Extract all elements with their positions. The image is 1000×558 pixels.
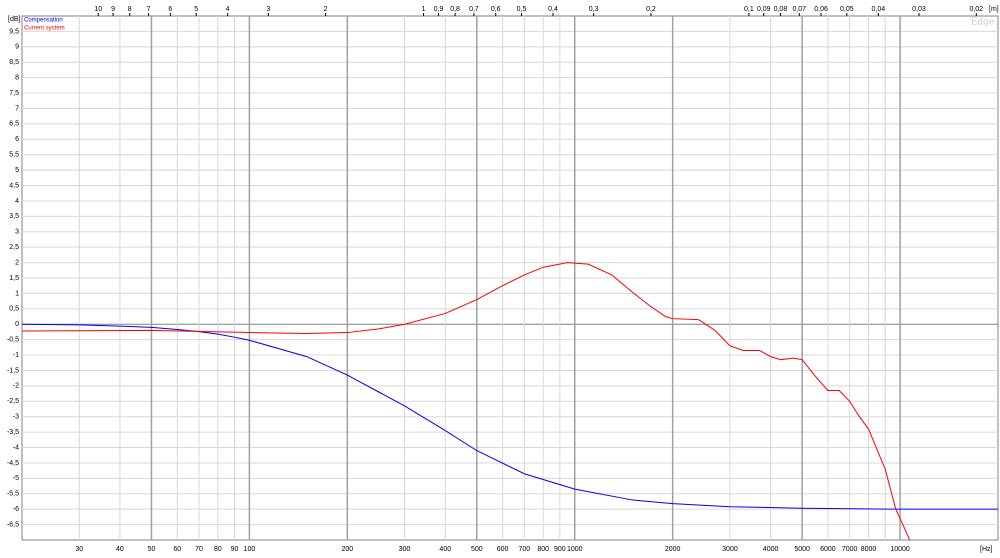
x2-tick-label: 0,08 [774,6,788,13]
x2-tick-label: 0,05 [840,6,854,13]
x2-tick-label: 5 [194,6,198,13]
y-tick-label: 9 [15,44,19,51]
y-tick-label: -2 [13,383,19,390]
x2-tick-label: 0,7 [469,6,479,13]
x2-tick-label: 0,02 [969,6,983,13]
series-line [22,262,911,540]
y-tick-label: -1 [13,352,19,359]
x2-tick-label: 0,07 [792,6,806,13]
x-tick-label: 100 [244,546,256,553]
x-tick-label: 2000 [665,546,681,553]
grid [22,16,998,540]
x2-tick-label: 0,1 [744,6,754,13]
y-tick-label: 4 [15,198,19,205]
x2-tick-label: 2 [324,6,328,13]
x2-tick-label: 10 [94,6,102,13]
y-tick-label: -6 [13,506,19,513]
x2-tick-label: 4 [226,6,230,13]
x2-tick-label: 0,3 [589,6,599,13]
y-tick-label: -4,5 [7,460,19,467]
legend-entry: Compensation [24,18,63,24]
x-tick-label: 80 [214,546,222,553]
y-tick-label: -5 [13,475,19,482]
y-tick-label: 5,5 [9,152,19,159]
x2-tick-label: 0,6 [491,6,501,13]
y-tick-label: 8 [15,74,19,81]
x-tick-label: 90 [231,546,239,553]
x-tick-label: 700 [518,546,530,553]
series-line [22,323,998,510]
x2-tick-label: 0,4 [548,6,558,13]
x2-unit: [m] [989,6,999,13]
x2-tick-label: 9 [111,6,115,13]
y-tick-label: -5,5 [7,491,19,498]
y-tick-label: -6,5 [7,521,19,528]
y-tick-label: 2 [15,259,19,266]
y-tick-label: 7,5 [9,90,19,97]
y-tick-label: 8,5 [9,59,19,66]
x2-tick-label: 0,04 [872,6,886,13]
x-tick-label: 8000 [861,546,877,553]
y-tick-label: 0 [15,321,19,328]
y-tick-label: 3 [15,229,19,236]
x-tick-label: 1000 [567,546,583,553]
y-tick-label: 0,5 [9,306,19,313]
x-tick-label: 50 [148,546,156,553]
x-tick-label: 900 [554,546,566,553]
x2-tick-label: 1 [422,6,426,13]
legend-entry: Current system [24,26,65,32]
y-tick-label: 6,5 [9,121,19,128]
x-tick-label: 60 [173,546,181,553]
x-tick-label: 70 [195,546,203,553]
x-tick-label: 30 [75,546,83,553]
x-tick-label: 6000 [820,546,836,553]
y-tick-label: 3,5 [9,213,19,220]
y-tick-label: 9,5 [9,28,19,35]
y-tick-label: -3 [13,414,19,421]
y-tick-label: -1,5 [7,367,19,374]
y-unit: [dB] [8,16,21,23]
x2-tick-label: 7 [147,6,151,13]
y-tick-label: 1,5 [9,275,19,282]
x2-tick-label: 0,9 [434,6,444,13]
x2-tick-label: 3 [266,6,270,13]
x-tick-label: 4000 [763,546,779,553]
x-tick-label: 300 [399,546,411,553]
x-unit: [Hz] [980,546,993,553]
x-tick-label: 500 [471,546,483,553]
x-tick-label: 3000 [722,546,738,553]
y-tick-label: 7 [15,105,19,112]
y-tick-label: 1 [15,290,19,297]
y-tick-label: 5 [15,167,19,174]
lines [22,262,998,540]
y-tick-label: -4 [13,444,19,451]
y-tick-label: -3,5 [7,429,19,436]
x-tick-label: 200 [341,546,353,553]
y-tick-label: -0,5 [7,336,19,343]
x2-tick-label: 0,06 [814,6,828,13]
x2-tick-label: 0,8 [450,6,460,13]
watermark: Edge [971,18,994,28]
x-tick-label: 400 [439,546,451,553]
x-tick-label: 800 [537,546,549,553]
y-tick-label: 6 [15,136,19,143]
x2-tick-label: 6 [168,6,172,13]
x-tick-label: 40 [116,546,124,553]
y-tick-label: 2,5 [9,244,19,251]
x2-tick-label: 0,2 [646,6,656,13]
y-tick-label: -2,5 [7,398,19,405]
x-tick-label: 7000 [842,546,858,553]
x2-tick-label: 8 [128,6,132,13]
x2-tick-label: 0,5 [517,6,527,13]
x2-tick-label: 0,09 [757,6,771,13]
x-tick-label: 5000 [794,546,810,553]
y-tick-label: 4,5 [9,182,19,189]
x-tick-label: 10000 [890,546,910,553]
x-tick-label: 600 [497,546,509,553]
x2-tick-label: 0,03 [912,6,926,13]
